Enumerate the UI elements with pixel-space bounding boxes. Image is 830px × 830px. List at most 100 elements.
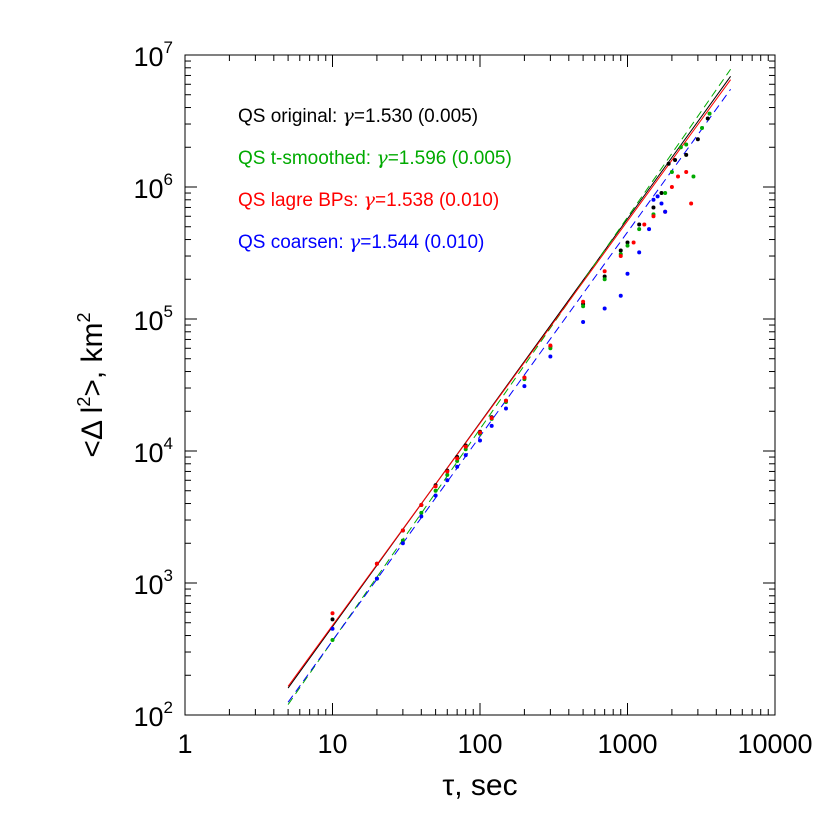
x-tick-label: 10000	[737, 729, 812, 759]
data-point	[705, 116, 710, 121]
data-point	[330, 626, 335, 631]
data-point	[489, 415, 494, 420]
data-point	[419, 502, 424, 507]
data-point	[478, 430, 482, 435]
data-point	[548, 354, 553, 359]
data-point	[602, 277, 607, 282]
data-point	[463, 453, 468, 458]
data-point	[445, 478, 450, 483]
data-point	[655, 194, 660, 199]
x-tick-label: 1	[177, 729, 192, 759]
data-point	[602, 306, 607, 311]
x-tick-label: 100	[457, 729, 502, 759]
fit-line	[287, 79, 732, 687]
data-point	[684, 152, 689, 157]
data-point	[581, 299, 586, 304]
data-point	[330, 617, 335, 622]
legend: QS original: γ=1.530 (0.005) QS t-smoothe…	[238, 105, 512, 253]
data-point	[669, 169, 674, 174]
data-point	[400, 538, 405, 543]
data-point	[625, 240, 630, 245]
data-point	[673, 158, 678, 163]
data-point	[707, 111, 712, 116]
y-axis-title: <Δ l2>, km2	[74, 312, 109, 457]
data-point	[433, 484, 438, 489]
data-point	[642, 222, 647, 227]
data-point	[522, 384, 527, 389]
data-point	[651, 197, 656, 202]
data-point	[489, 423, 494, 428]
data-point	[651, 214, 656, 219]
data-point	[691, 174, 696, 179]
data-point	[374, 561, 379, 566]
data-point	[463, 444, 468, 449]
fit-line	[287, 88, 732, 703]
data-point	[637, 250, 642, 255]
data-point	[684, 169, 689, 174]
data-point	[618, 248, 623, 253]
data-point	[663, 191, 668, 196]
data-point	[400, 541, 405, 546]
y-tick-label: 103	[133, 566, 173, 600]
data-point	[374, 576, 379, 581]
y-tick-label: 104	[133, 434, 173, 468]
data-point	[445, 469, 450, 474]
data-point	[678, 145, 683, 150]
data-point	[647, 227, 652, 232]
data-point	[433, 493, 438, 498]
data-point	[455, 456, 460, 461]
data-point	[684, 142, 689, 147]
data-point	[445, 472, 450, 477]
data-point	[625, 271, 630, 276]
data-point	[602, 274, 607, 279]
data-point	[663, 209, 668, 214]
data-point	[666, 161, 671, 166]
data-point	[602, 269, 607, 274]
data-point	[433, 488, 438, 493]
y-tick-label: 107	[133, 38, 173, 72]
axis-ticks	[184, 55, 775, 716]
data-point	[330, 611, 335, 616]
data-point	[522, 375, 527, 380]
y-tick-label: 106	[133, 170, 173, 204]
x-tick-label: 1000	[597, 729, 657, 759]
data-point	[455, 464, 460, 469]
data-point	[659, 191, 664, 196]
data-point	[581, 304, 586, 309]
y-tick-label: 105	[133, 302, 173, 336]
data-point	[695, 137, 700, 142]
data-point	[700, 125, 705, 130]
data-point	[548, 343, 553, 348]
data-point	[689, 201, 694, 206]
data-point	[419, 514, 424, 519]
data-point	[400, 528, 405, 533]
data-point	[503, 398, 508, 403]
data-point	[676, 174, 681, 179]
data-point	[618, 254, 623, 259]
data-point	[637, 227, 642, 232]
data-point	[651, 205, 656, 210]
data-point	[659, 201, 664, 206]
legend-entry: QS t-smoothed: γ=1.596 (0.005)	[238, 147, 512, 169]
data-point	[419, 510, 424, 515]
data-point	[503, 406, 508, 411]
data-point	[631, 240, 636, 245]
legend-entry: QS original: γ=1.530 (0.005)	[238, 105, 478, 127]
x-tick-labels: 1 10 100 1000 10000	[177, 729, 812, 759]
x-tick-label: 10	[317, 729, 347, 759]
data-point	[330, 637, 335, 642]
data-point	[669, 185, 674, 189]
y-tick-label: 102	[133, 698, 173, 732]
fit-lines	[287, 68, 732, 705]
data-point	[478, 438, 482, 443]
data-point	[548, 346, 553, 351]
x-axis-title: τ, sec	[442, 769, 517, 802]
data-point	[618, 293, 623, 298]
data-point	[625, 243, 630, 248]
legend-entry: QS coarsen: γ=1.544 (0.010)	[238, 231, 484, 253]
y-tick-labels: 102 103 104 105 106 107	[133, 38, 173, 732]
data-point	[581, 319, 586, 324]
data-points	[330, 111, 712, 642]
legend-entry: QS lagre BPs: γ=1.538 (0.010)	[238, 189, 499, 211]
